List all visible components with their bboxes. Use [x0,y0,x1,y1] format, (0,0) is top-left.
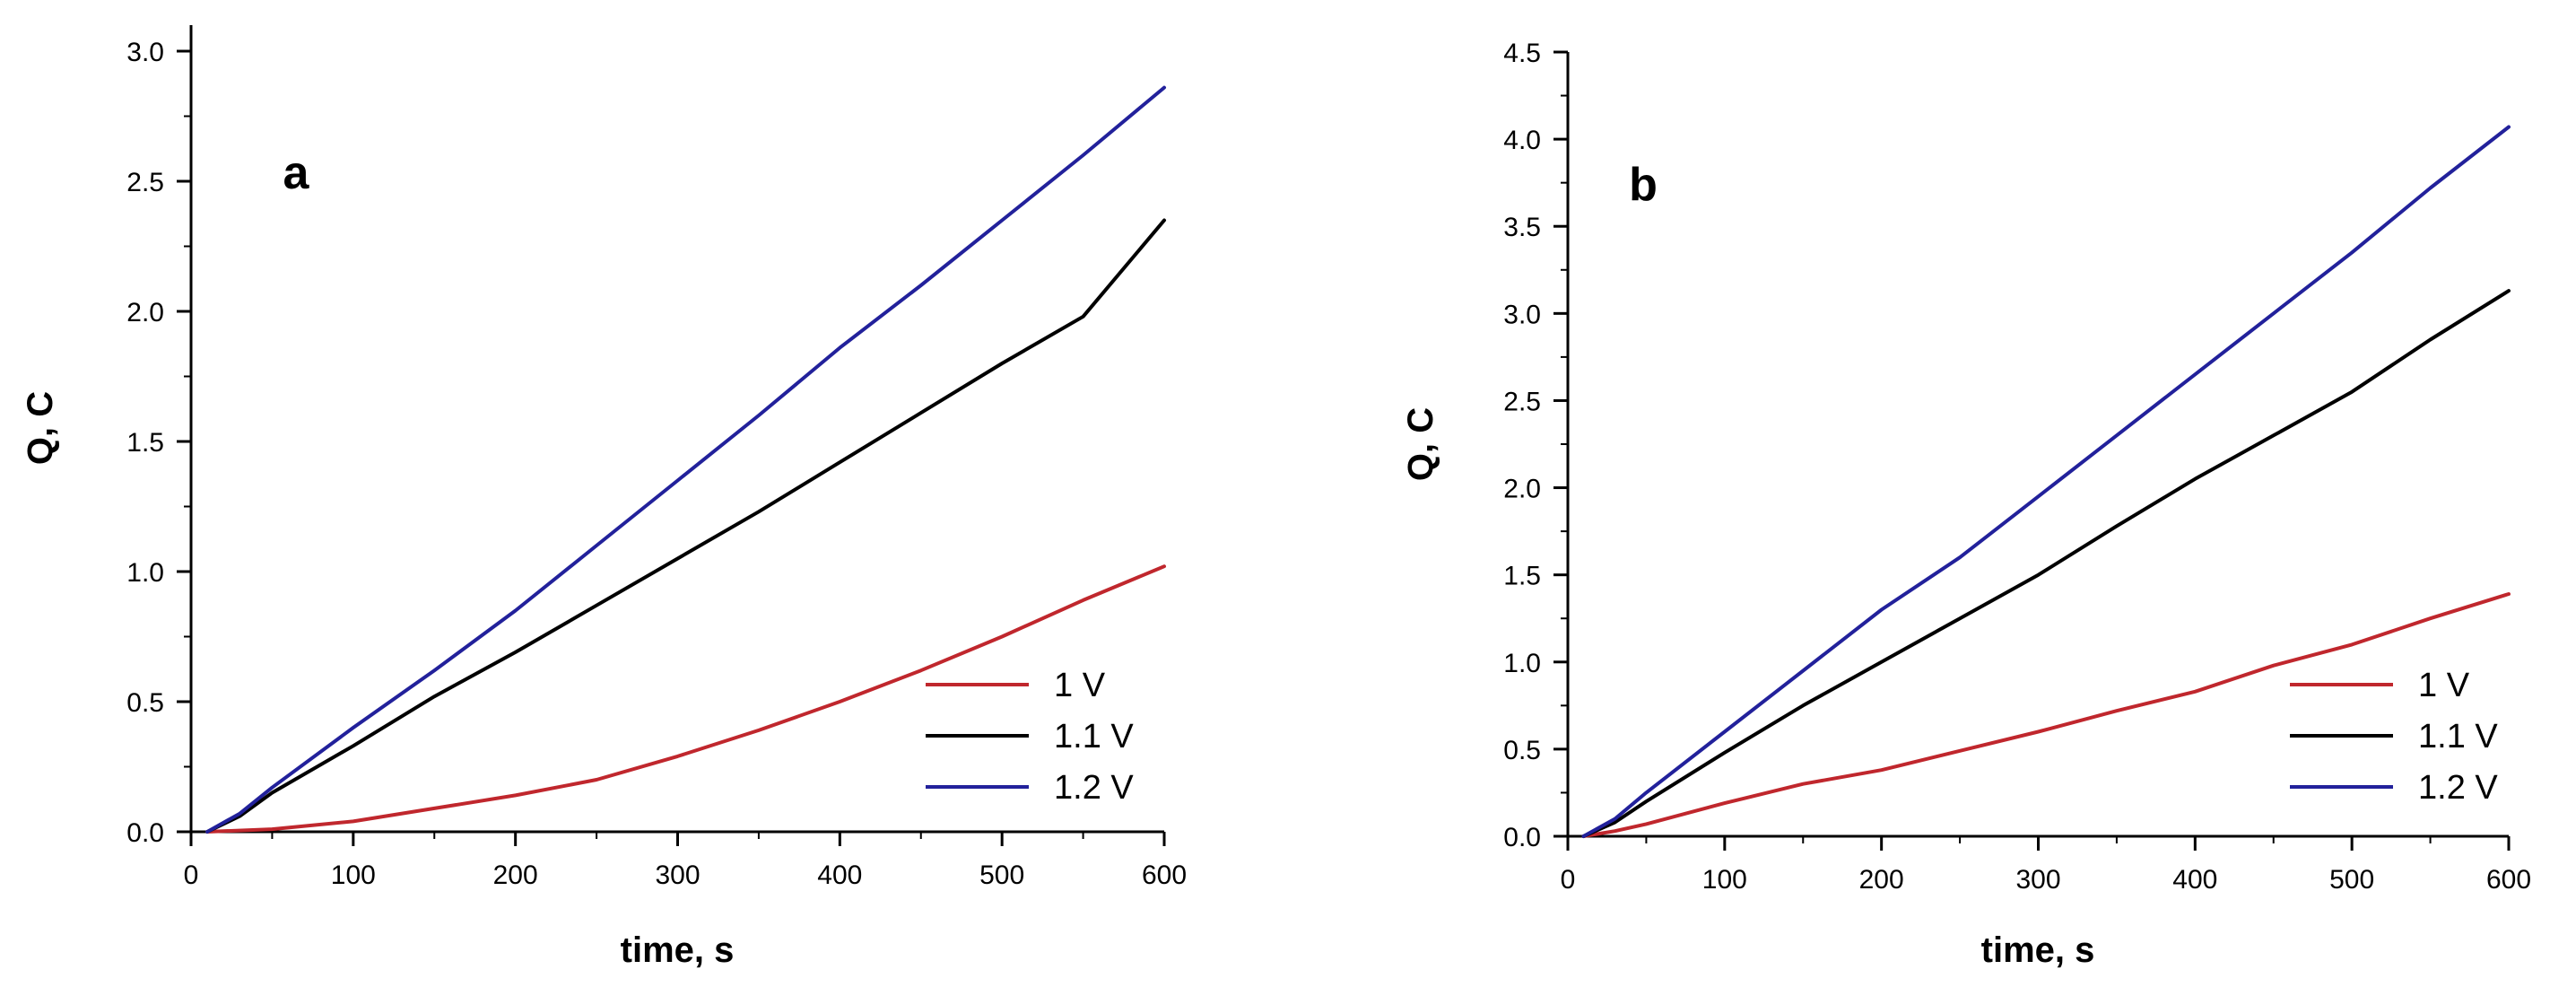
y-tick-label: 1.5 [126,428,164,458]
y-tick-label: 3.0 [1503,300,1541,329]
x-tick-label: 100 [1702,865,1747,895]
x-axis-title: time, s [1981,930,2095,970]
x-tick-label: 0 [184,860,199,890]
y-tick-label: 2.0 [126,298,164,328]
series-line-1V [205,564,1166,834]
y-tick-label: 1.0 [126,558,164,588]
panel-label: a [283,147,310,199]
y-tick-label: 0.5 [1503,736,1541,765]
y-tick-label: 2.5 [1503,387,1541,416]
y-tick-label: 1.0 [1503,649,1541,678]
series-line-1-2V [1581,125,2511,838]
chart-panel-a: 0.0 0.5 1.0 1.5 2.0 2.5 3.0 0 100 200 300 400 500 600… [21,25,1187,970]
y-tick-label: 2.5 [126,168,164,197]
x-tick-label: 200 [493,860,538,890]
legend-label: 1.1 V [2418,718,2498,756]
y-tick-label: 3.0 [126,38,164,67]
chart-panel-b: 0.0 0.5 1.0 1.5 2.0 2.5 3.0 3.5 4.0 4.5 0 100 200 300… [1401,39,2531,970]
legend-label: 1 V [1054,667,1106,704]
x-axis-title: time, s [621,930,735,970]
legend-label: 1.2 V [2418,769,2498,807]
y-tick-label: 2.0 [1503,475,1541,504]
x-tick-label: 400 [817,860,862,890]
x-tick-label: 200 [1859,865,1904,895]
y-tick-label: 0.5 [126,688,164,718]
x-tick-label: 500 [979,860,1024,890]
series-line-1-2V [205,85,1166,834]
y-tick-label: 0.0 [126,818,164,848]
series-line-1V [1581,592,2511,838]
y-tick-label: 4.5 [1503,39,1541,68]
y-axis-title: Q, C [21,391,60,465]
legend-label: 1.1 V [1054,718,1134,756]
series-line-1-1V [205,218,1166,834]
x-tick-label: 300 [655,860,700,890]
panel-label: b [1629,159,1658,211]
y-tick-label: 4.0 [1503,126,1541,155]
legend-label: 1 V [2418,667,2470,704]
x-tick-label: 600 [2486,865,2531,895]
series-line-1-1V [1581,289,2511,838]
x-tick-label: 100 [331,860,376,890]
x-tick-label: 400 [2172,865,2217,895]
y-tick-label: 0.0 [1503,823,1541,852]
legend-label: 1.2 V [1054,769,1134,807]
x-tick-label: 300 [2015,865,2060,895]
x-tick-label: 0 [1561,865,1576,895]
y-tick-label: 3.5 [1503,213,1541,242]
y-axis-title: Q, C [1401,407,1440,481]
x-tick-label: 500 [2329,865,2374,895]
x-tick-label: 600 [1142,860,1187,890]
y-tick-label: 1.5 [1503,562,1541,591]
